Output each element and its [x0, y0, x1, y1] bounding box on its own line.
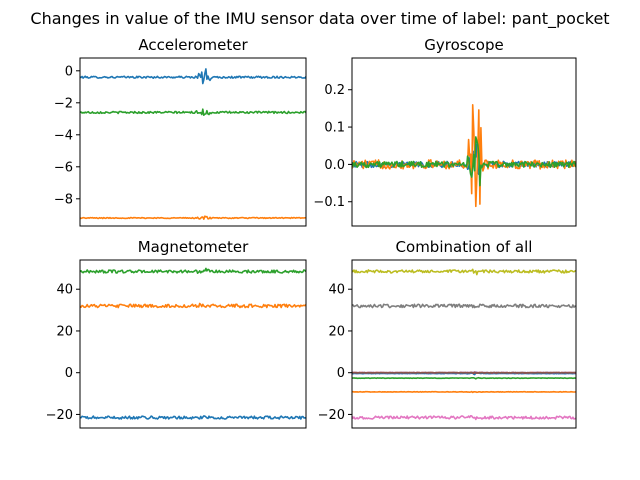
y-tick-label: −2 — [54, 96, 73, 111]
axes-frame — [79, 259, 307, 429]
y-tick-label: 0 — [65, 64, 73, 79]
series-line-gray — [352, 303, 576, 309]
series-line-orange — [352, 390, 576, 394]
subplot-3: Magnetometer 40 20 0 −20 — [46, 238, 307, 429]
y-tick-label: −20 — [318, 408, 345, 423]
series-group — [352, 268, 576, 421]
subplot-4: Combination of all 40 20 0 −20 — [318, 238, 577, 429]
series-group — [352, 104, 576, 208]
series-group — [80, 267, 306, 420]
axes-frame — [351, 57, 577, 227]
y-tick-label: −0.1 — [313, 195, 345, 210]
y-tick-label: −20 — [46, 408, 73, 423]
figure-suptitle: Changes in value of the IMU sensor data … — [30, 9, 609, 29]
series-group — [80, 68, 306, 220]
y-tick-label: 0 — [337, 366, 345, 381]
y-tick-label: 0.0 — [324, 158, 345, 173]
series-line-orange — [80, 302, 306, 309]
series-line-orange — [352, 104, 576, 208]
subplot-title: Combination of all — [396, 238, 533, 256]
y-tick-label: 20 — [328, 324, 345, 339]
series-line-green — [352, 136, 576, 187]
y-tick-label: −8 — [54, 192, 73, 207]
series-line-green — [80, 267, 306, 275]
subplot-title: Gyroscope — [424, 36, 504, 54]
y-tick-label: −4 — [54, 128, 73, 143]
y-tick-label: 0 — [65, 366, 73, 381]
y-tick-label: 0.2 — [324, 83, 345, 98]
series-line-green — [352, 376, 576, 380]
subplot-title: Magnetometer — [138, 238, 249, 256]
series-line-orange — [80, 215, 306, 220]
axes-frame — [79, 57, 307, 227]
series-line-olive — [352, 268, 576, 276]
series-line-blue — [80, 415, 306, 420]
series-line-brown — [352, 371, 576, 375]
y-tick-label: 20 — [56, 324, 73, 339]
y-tick-label: 40 — [328, 283, 345, 298]
series-line-pink — [352, 414, 576, 421]
series-line-blue — [80, 68, 306, 85]
subplot-1: Accelerometer 0 −2 −4 −6 −8 — [54, 36, 307, 227]
series-line-green — [80, 108, 306, 116]
axes-frame — [351, 259, 577, 429]
subplot-title: Accelerometer — [138, 36, 248, 54]
y-tick-label: 40 — [56, 283, 73, 298]
subplot-2: Gyroscope 0.2 0.1 0.0 −0.1 — [313, 36, 577, 227]
panels: Accelerometer 0 −2 −4 −6 −8 Gyroscope 0.2 0.1 0.0… — [46, 36, 577, 429]
y-tick-label: −6 — [54, 160, 73, 175]
y-tick-label: 0.1 — [324, 121, 345, 136]
